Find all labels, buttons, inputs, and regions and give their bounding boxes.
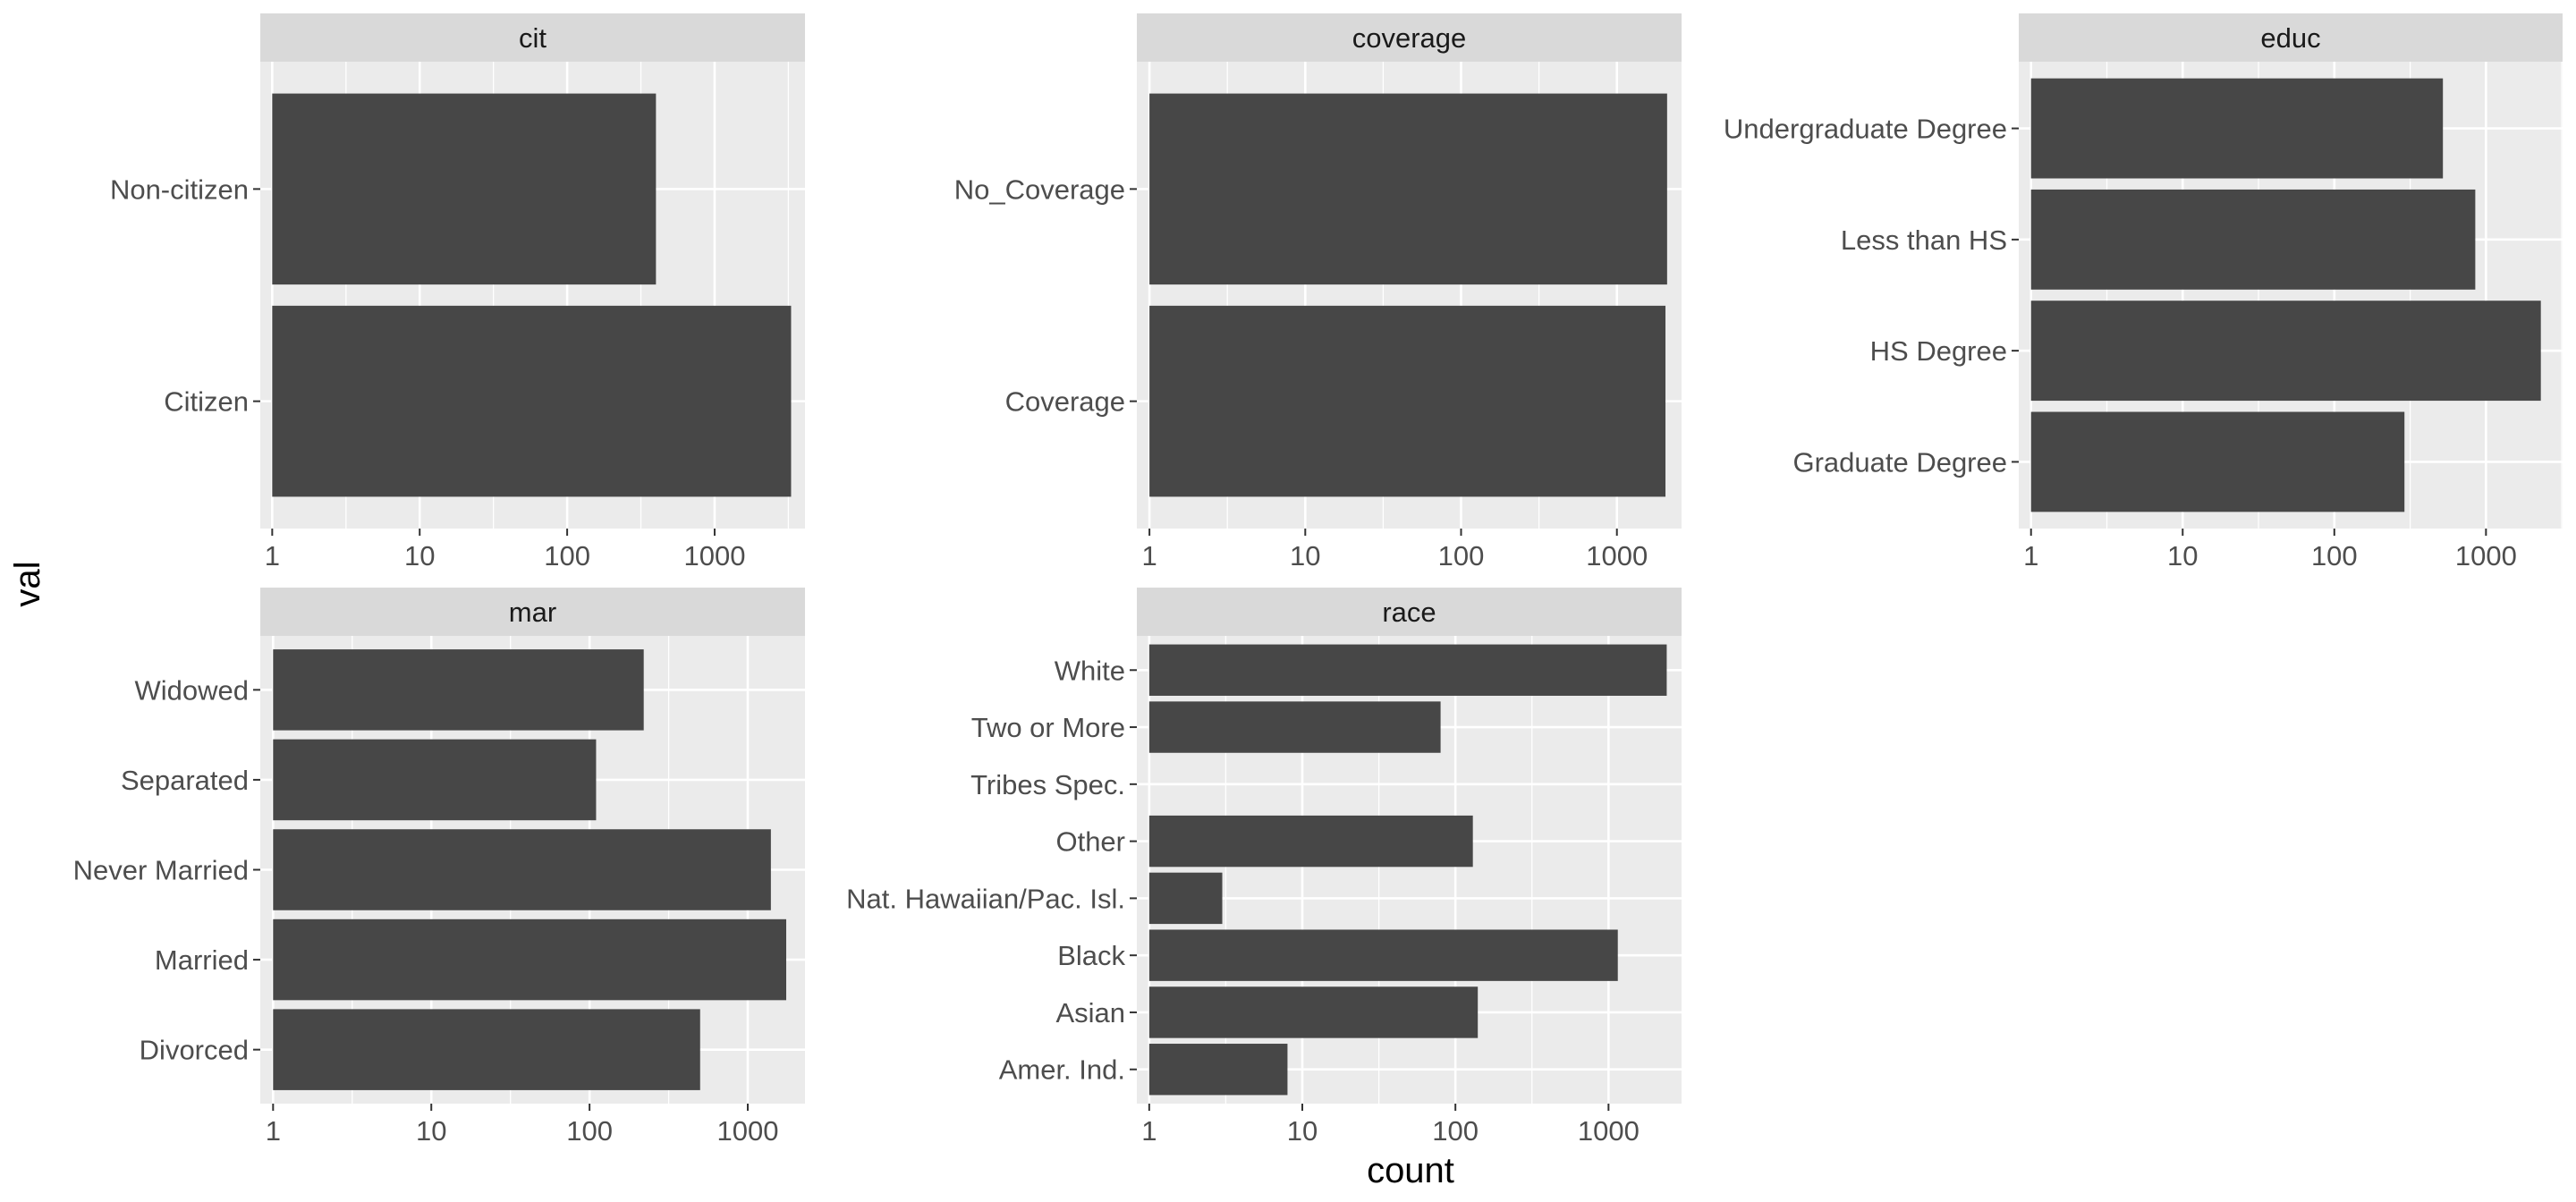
x-tick-label: 10 [2167,540,2198,571]
x-tick-label: 1 [2023,540,2038,571]
bar-asian [1148,986,1479,1038]
y-tick-label: Less than HS [1841,224,2007,256]
facet-race: race White Two or More Tribes Spec. Other Nat… [846,588,1682,1147]
y-tick-label: Never Married [73,855,249,886]
x-tick-label: 10 [1290,540,1320,571]
x-tick-label: 10 [416,1115,446,1147]
bar-divorced [273,1009,700,1090]
facet-title: race [1382,597,1436,628]
x-tick-label: 100 [566,1115,613,1147]
x-tick-label: 1 [1141,1115,1157,1147]
y-tick-label: No_Coverage [954,174,1125,205]
x-tick-label: 100 [1432,1115,1479,1147]
y-tick-label: Black [1057,940,1125,971]
y-tick-label: Citizen [164,386,249,418]
x-tick-label: 1000 [1586,540,1648,571]
bar-other [1148,815,1473,868]
bar-coverage [1149,305,1666,497]
bar-black [1148,929,1618,981]
x-axis-title: count [1367,1151,1454,1190]
bar-hs-degree [2030,300,2541,402]
y-tick-label: White [1055,655,1125,686]
x-tick-label: 1000 [2455,540,2517,571]
x-tick-label: 100 [544,540,590,571]
bar-amer-ind- [1148,1044,1288,1096]
x-tick-label: 1000 [683,540,745,571]
y-tick-label: Widowed [135,674,250,706]
facet-strip [260,13,805,62]
y-tick-label: Undergraduate Degree [1724,114,2007,145]
facet-strip [2019,13,2563,62]
facet-strip [260,588,805,636]
facet-title: cit [519,22,547,54]
x-tick-label: 10 [404,540,435,571]
bar-married [273,918,787,1001]
y-tick-label: Amer. Ind. [999,1054,1125,1086]
bar-no-coverage [1149,93,1667,285]
facet-strip [1137,13,1682,62]
facet-panels: cit Non-citizen Citizen 1 10 100 1000 coverage N… [73,13,2563,1147]
y-tick-label: Non-citizen [110,174,249,205]
facet-cit: cit Non-citizen Citizen 1 10 100 1000 [110,13,805,571]
y-tick-label: Divorced [140,1035,249,1066]
x-tick-label: 100 [2311,540,2358,571]
x-tick-label: 100 [1438,540,1485,571]
facet-mar: mar Widowed Separated Never Married Married D… [73,588,805,1147]
y-tick-label: Graduate Degree [1792,446,2007,478]
y-tick-label: HS Degree [1870,335,2007,367]
y-tick-label: Separated [121,765,249,796]
bar-undergraduate-degree [2030,78,2444,179]
bar-nat-hawaiian-pac-isl- [1148,872,1223,925]
bar-graduate-degree [2030,411,2405,512]
y-tick-label: Coverage [1005,386,1125,418]
y-tick-label: Married [155,944,249,976]
bar-citizen [272,305,792,497]
y-tick-label: Asian [1055,997,1125,1028]
y-tick-label: Two or More [971,712,1125,743]
x-tick-label: 10 [1287,1115,1318,1147]
y-tick-label: Nat. Hawaiian/Pac. Isl. [846,883,1125,914]
bar-less-than-hs [2030,189,2476,290]
facet-title: coverage [1352,22,1467,54]
facet-title: mar [509,597,556,628]
bar-white [1148,644,1667,696]
facet-title: educ [2260,22,2320,54]
facet-educ: educ Undergraduate Degree Less than HS HS D… [1724,13,2563,571]
bar-never-married [273,829,771,910]
x-tick-label: 1000 [1578,1115,1640,1147]
x-tick-label: 1000 [717,1115,779,1147]
bar-widowed [273,649,644,731]
y-tick-label: Other [1055,826,1125,858]
x-tick-label: 1 [1141,540,1157,571]
x-tick-label: 1 [265,540,280,571]
y-tick-label: Tribes Spec. [970,769,1125,800]
bar-two-or-more [1148,701,1441,753]
bar-non-citizen [272,93,657,285]
facet-strip [1137,588,1682,636]
x-tick-label: 1 [266,1115,281,1147]
bar-separated [273,739,597,821]
y-axis-title: val [8,561,47,606]
facet-coverage: coverage No_Coverage Coverage 1 10 100 1000 [954,13,1682,571]
